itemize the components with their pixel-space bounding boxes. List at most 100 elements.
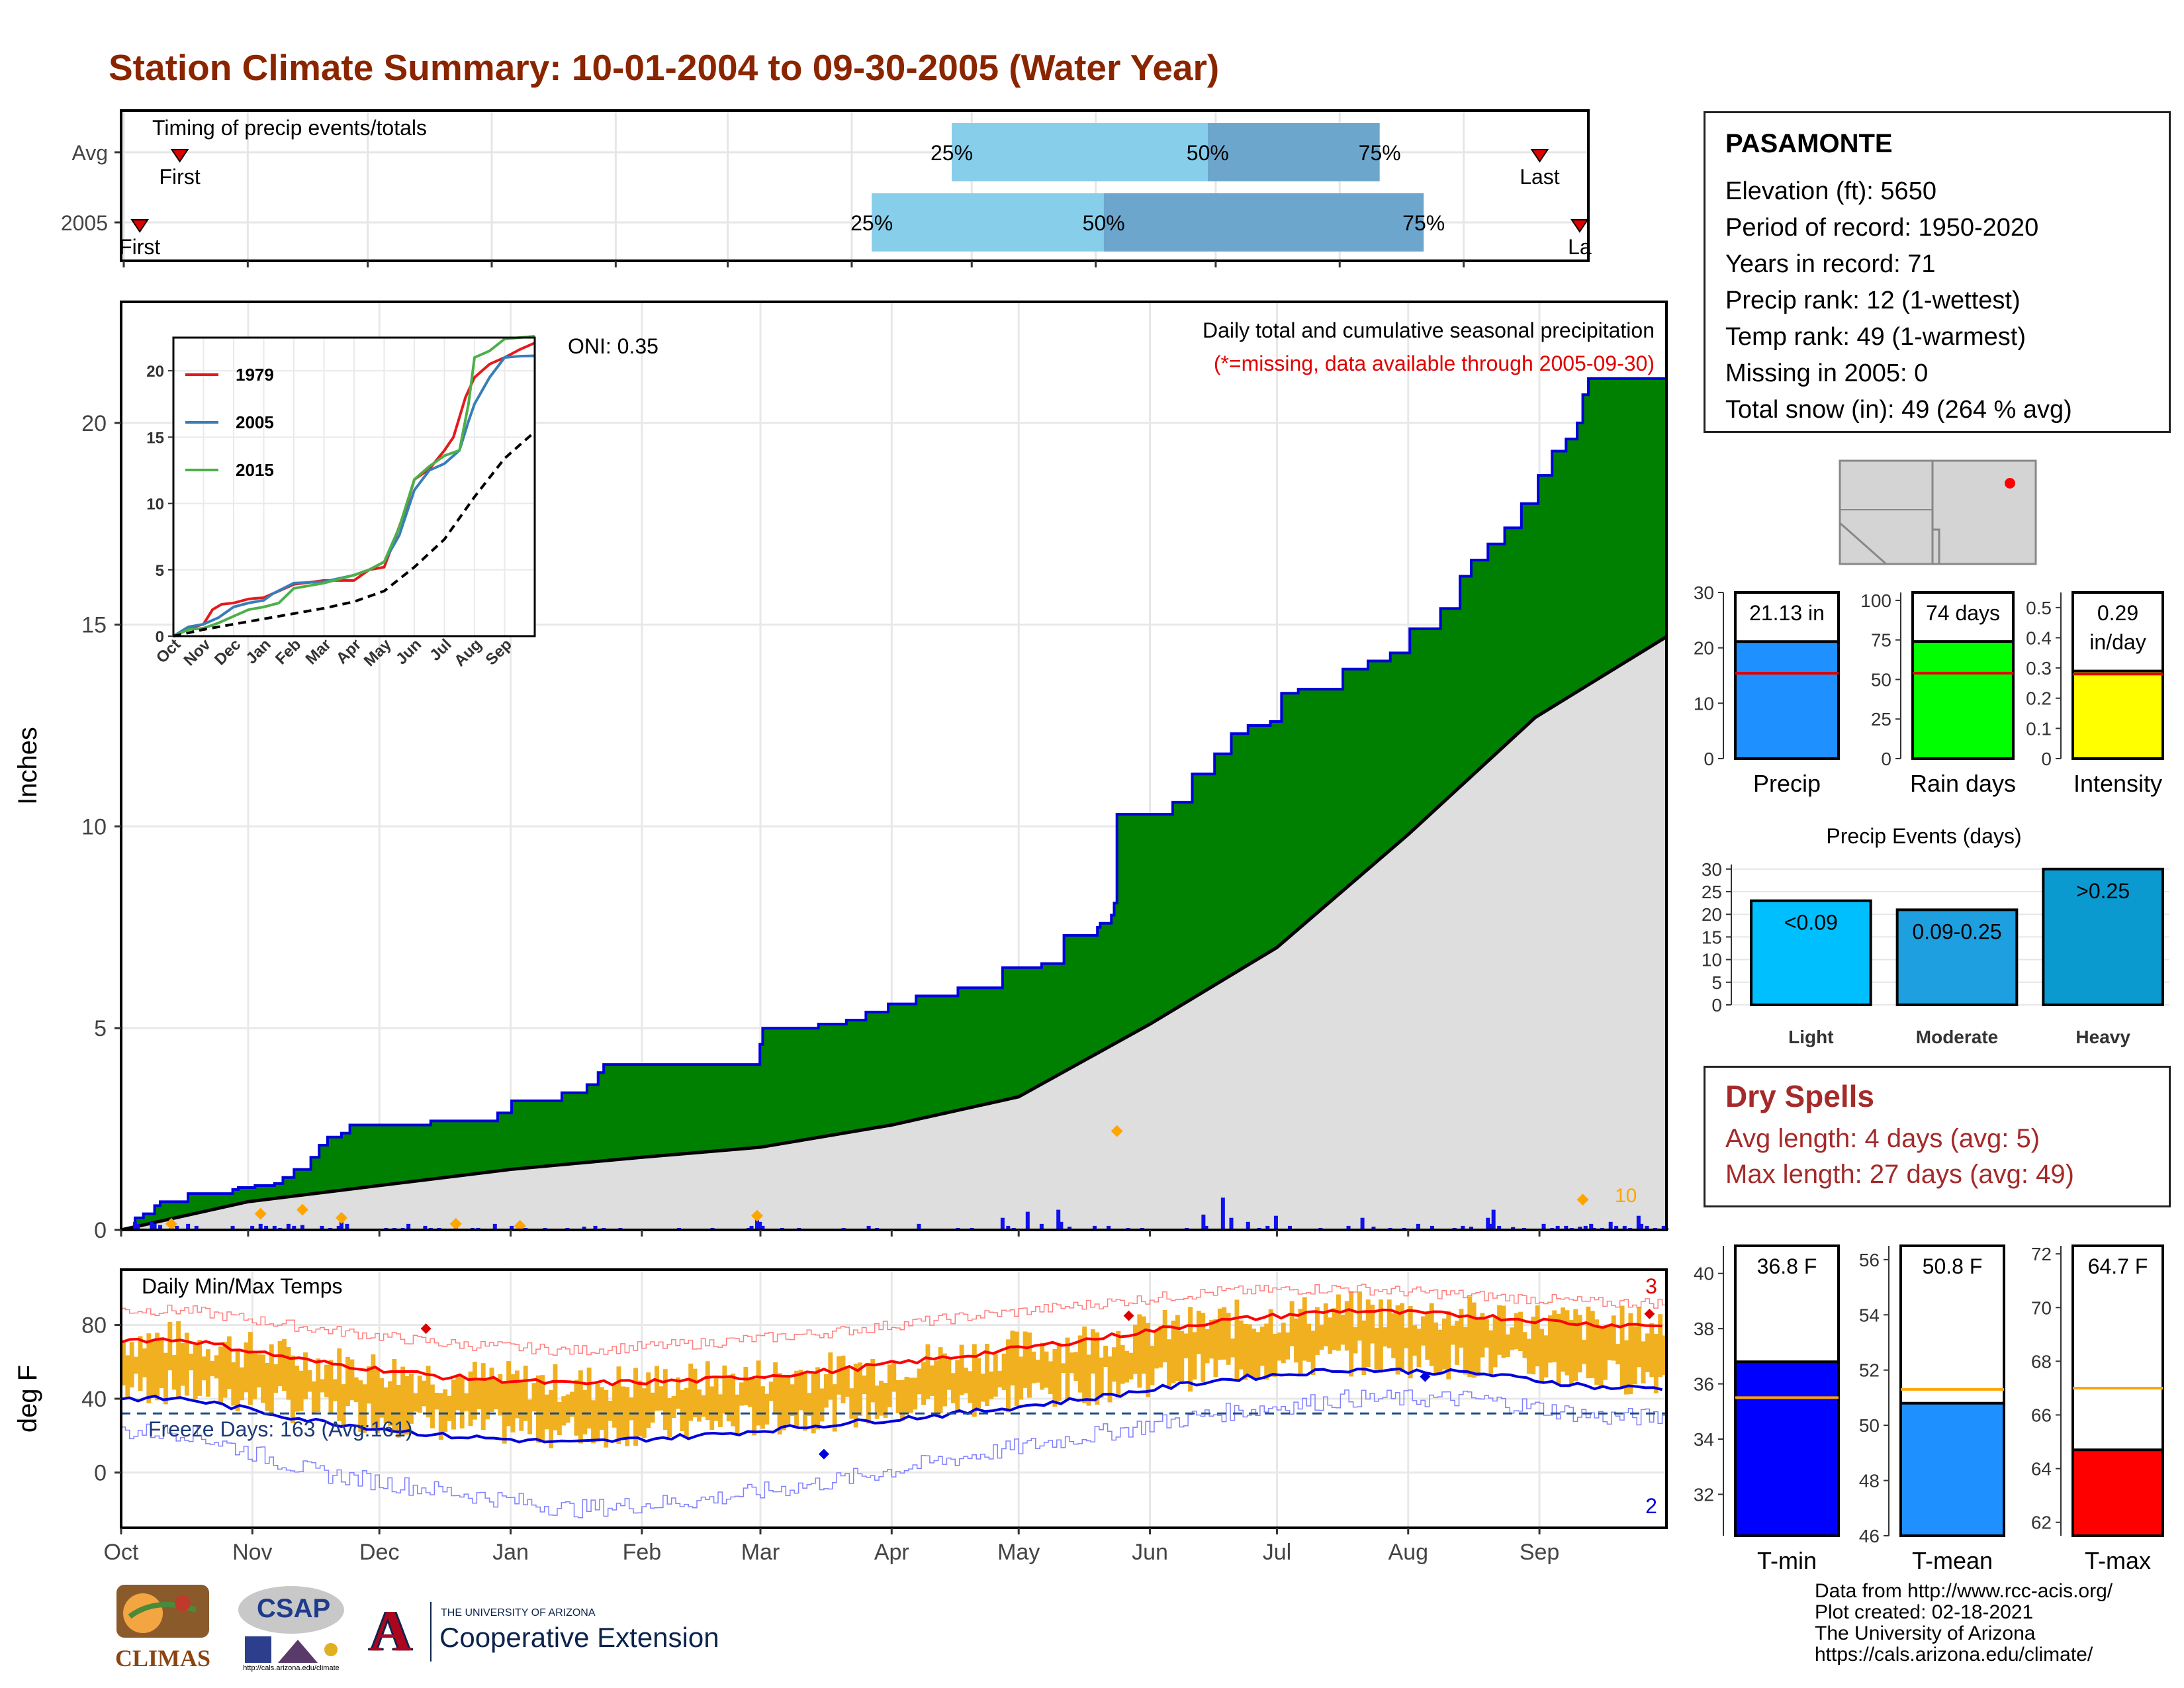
precip-daily-bar: [582, 1227, 586, 1230]
temp-daily-bar: [1340, 1315, 1345, 1345]
rain-days-value-label: 74 days: [1926, 601, 2000, 625]
temp-daily-bar: [578, 1370, 583, 1444]
temp-daily-bar: [1387, 1299, 1392, 1348]
temp-daily-bar: [1628, 1313, 1633, 1395]
events-bar-label: 0.09-0.25: [1912, 919, 2001, 943]
temp-daily-bar: [341, 1384, 346, 1426]
temp-daily-bar: [1056, 1342, 1062, 1401]
precip-daily-bar: [866, 1225, 871, 1230]
temp-daily-bar: [891, 1362, 897, 1392]
temp-daily-bar: [201, 1356, 206, 1381]
temps-x-tick-label: May: [997, 1540, 1040, 1565]
precip-daily-bar: [1488, 1223, 1493, 1230]
temp-daily-bar: [1137, 1314, 1142, 1388]
tmean-y-tick-label: 46: [1859, 1526, 1880, 1546]
inset-legend-label: 2005: [236, 412, 274, 432]
precip-daily-bar: [917, 1223, 921, 1230]
temp-daily-bar: [1302, 1297, 1307, 1361]
inset-x-tick-label: May: [361, 635, 396, 671]
precip-daily-bar: [1486, 1217, 1490, 1230]
temp-daily-bar: [929, 1365, 934, 1396]
temp-daily-bar: [650, 1392, 655, 1423]
temp-daily-bar: [1188, 1307, 1193, 1392]
temp-daily-bar: [1391, 1313, 1396, 1358]
temp-daily-bar: [1243, 1323, 1248, 1380]
record-low-marker: [1420, 1371, 1431, 1382]
timing-label-last: Last: [1520, 165, 1560, 189]
precip-daily-bar: [258, 1223, 263, 1230]
temp-daily-bar: [1306, 1323, 1312, 1362]
temp-daily-bar: [1001, 1353, 1007, 1390]
precip-daily-bar: [339, 1221, 343, 1230]
snow-marker: [296, 1203, 308, 1216]
temp-daily-bar: [1128, 1352, 1134, 1380]
events-y-tick-label: 30: [1702, 859, 1722, 880]
temp-daily-bar: [625, 1387, 630, 1446]
temp-daily-bar: [1310, 1331, 1316, 1375]
temp-daily-bar: [659, 1386, 664, 1411]
temp-daily-bar: [1027, 1332, 1032, 1398]
temps-x-tick-label: Aug: [1388, 1540, 1429, 1565]
precip-daily-bar: [1346, 1225, 1351, 1230]
ua-small-text: THE UNIVERSITY OF ARIZONA: [441, 1607, 596, 1618]
temp-daily-bar: [870, 1358, 876, 1403]
temp-daily-bar: [519, 1381, 524, 1431]
temp-daily-bar: [1158, 1326, 1163, 1368]
timing-box-upper: [1207, 123, 1380, 181]
temp-daily-bar: [934, 1360, 939, 1414]
tmin-category-label: T-min: [1757, 1547, 1817, 1574]
tmean-y-tick-label: 54: [1859, 1305, 1880, 1325]
precip-daily-bar: [1622, 1225, 1627, 1230]
dry-spells-box: Dry Spells Avg length: 4 days (avg: 5) M…: [1704, 1066, 2171, 1207]
temp-daily-bar: [455, 1376, 461, 1411]
station-missing: Missing in 2005: 0: [1725, 359, 1929, 387]
temps-y-tick-label: 80: [81, 1313, 107, 1338]
temp-daily-bar: [265, 1362, 270, 1411]
temp-daily-bar: [167, 1321, 173, 1371]
precip-daily-bar: [1583, 1225, 1588, 1230]
precip-daily-bar: [758, 1221, 762, 1230]
temp-daily-bar: [1162, 1309, 1167, 1363]
temp-daily-bar: [422, 1380, 427, 1407]
precip-daily-bar: [1229, 1217, 1234, 1230]
temps-avg-min-line: [120, 1367, 1663, 1444]
temp-daily-bar: [1205, 1329, 1210, 1364]
inset-x-tick-label: Aug: [451, 635, 485, 670]
temp-daily-bar: [1014, 1331, 1019, 1406]
timing-box-upper: [1103, 193, 1424, 252]
temp-daily-bar: [837, 1356, 842, 1395]
temp-daily-bar: [1357, 1291, 1362, 1341]
temp-daily-bar: [1273, 1333, 1277, 1377]
snow-marker: [1576, 1194, 1589, 1206]
temp-daily-bar: [832, 1384, 837, 1432]
timing-frame: [120, 109, 1590, 262]
temp-daily-bar: [489, 1367, 494, 1412]
events-y-tick-label: 20: [1702, 904, 1722, 925]
temp-daily-bar: [807, 1393, 812, 1416]
precip-cumulative-line: [121, 377, 1668, 1231]
footer-url: https://cals.arizona.edu/climate/: [1815, 1644, 2093, 1665]
timing-box-lower: [952, 123, 1208, 181]
precip-daily-bar: [1068, 1227, 1072, 1230]
temp-daily-bar: [1518, 1311, 1523, 1352]
precip-total-panel: 0 10 20 30 21.13 in Precip: [1694, 583, 1840, 797]
precip-y-axis-label: Inches: [13, 727, 42, 805]
intensity-y-tick-label: 0.1: [2026, 718, 2052, 739]
temps-x-tick-label: Jan: [492, 1540, 529, 1565]
temp-daily-bar: [392, 1358, 397, 1432]
precip-daily-bar: [1360, 1217, 1365, 1230]
temp-daily-bar: [1539, 1329, 1544, 1382]
temp-daily-bar: [599, 1387, 604, 1430]
tmin-panel: 32 34 36 38 40 36.8 F T-min: [1694, 1244, 1840, 1574]
precip-daily-bar: [272, 1225, 277, 1230]
temp-daily-bar: [1179, 1331, 1185, 1384]
temp-daily-bar: [447, 1395, 452, 1421]
tmean-y-tick-label: 48: [1859, 1471, 1880, 1491]
temp-daily-bar: [1006, 1339, 1011, 1413]
temp-daily-bar: [535, 1375, 541, 1443]
temp-daily-bar: [997, 1370, 1003, 1387]
temp-daily-bar: [844, 1366, 850, 1397]
tmax-y-tick-label: 70: [2031, 1297, 2052, 1318]
